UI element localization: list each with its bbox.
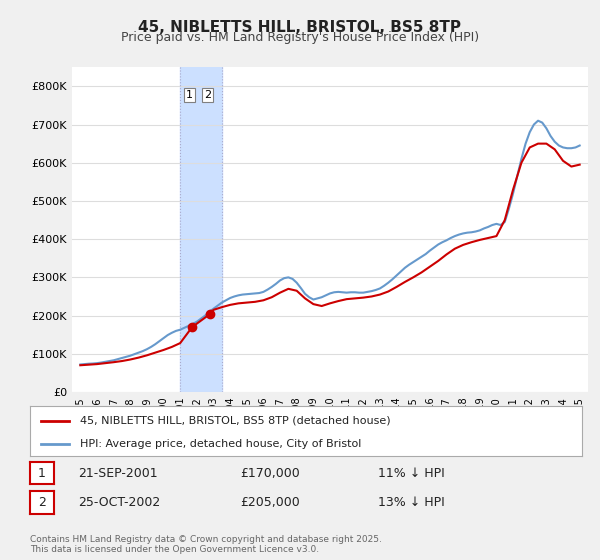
Text: £205,000: £205,000 bbox=[240, 496, 300, 509]
Text: 1: 1 bbox=[38, 466, 46, 480]
Text: 21-SEP-2001: 21-SEP-2001 bbox=[78, 466, 158, 480]
Text: £170,000: £170,000 bbox=[240, 466, 300, 480]
Text: HPI: Average price, detached house, City of Bristol: HPI: Average price, detached house, City… bbox=[80, 439, 361, 449]
Text: 45, NIBLETTS HILL, BRISTOL, BS5 8TP (detached house): 45, NIBLETTS HILL, BRISTOL, BS5 8TP (det… bbox=[80, 415, 391, 425]
Text: 13% ↓ HPI: 13% ↓ HPI bbox=[378, 496, 445, 509]
Text: 25-OCT-2002: 25-OCT-2002 bbox=[78, 496, 160, 509]
Text: 1: 1 bbox=[186, 90, 193, 100]
Text: 2: 2 bbox=[204, 90, 211, 100]
Text: 45, NIBLETTS HILL, BRISTOL, BS5 8TP: 45, NIBLETTS HILL, BRISTOL, BS5 8TP bbox=[139, 20, 461, 35]
Text: 2: 2 bbox=[38, 496, 46, 509]
Text: 11% ↓ HPI: 11% ↓ HPI bbox=[378, 466, 445, 480]
Text: Contains HM Land Registry data © Crown copyright and database right 2025.
This d: Contains HM Land Registry data © Crown c… bbox=[30, 535, 382, 554]
Bar bbox=[180, 67, 222, 392]
Text: Price paid vs. HM Land Registry's House Price Index (HPI): Price paid vs. HM Land Registry's House … bbox=[121, 31, 479, 44]
